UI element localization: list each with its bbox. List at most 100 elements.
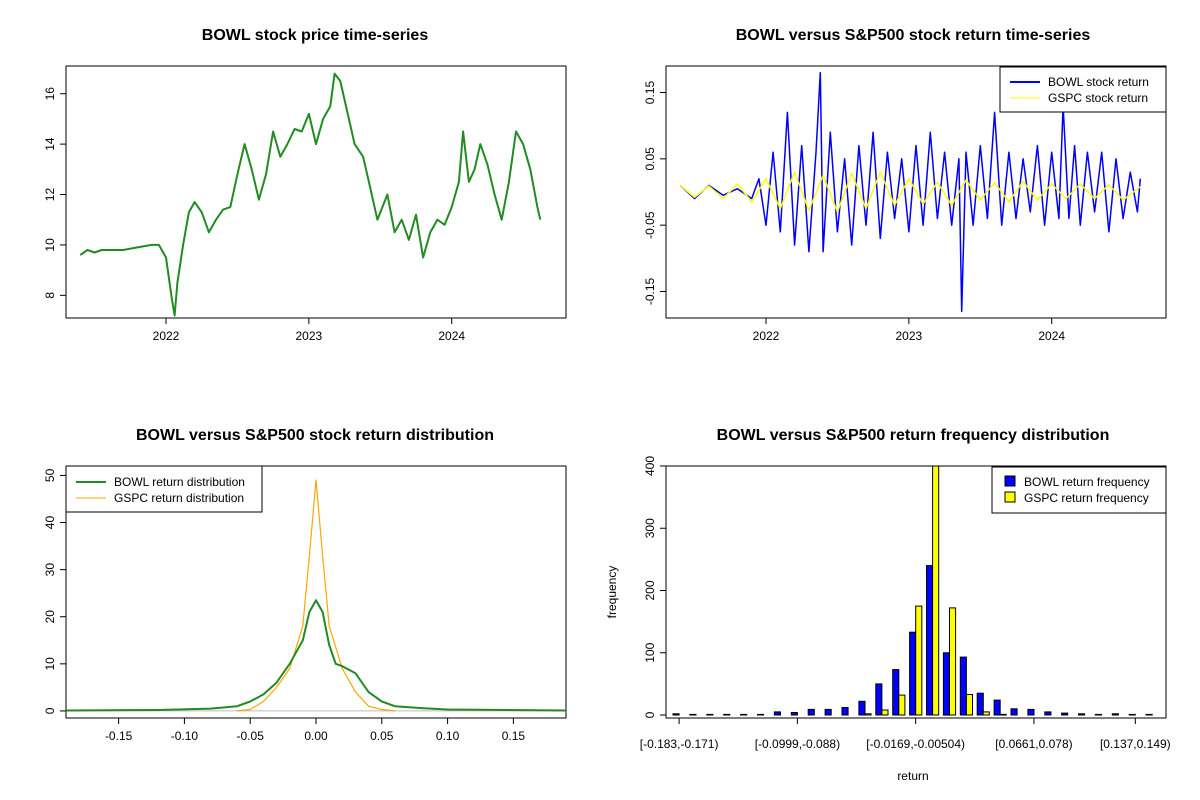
histogram-bar-bowl [976,692,984,716]
histogram-y-axis-label: frequency [605,566,619,619]
returns-line-bowl [679,71,1142,313]
histogram-bar-bowl [706,713,714,716]
histogram-bar-bowl [959,656,967,716]
density-x-tick-label: -0.15 [105,729,133,743]
price-y-tick-label: 16 [43,87,57,101]
histogram-y-tick-label: 0 [643,711,657,718]
histogram-x-axis-label: return [897,769,928,783]
histogram-bar-bowl [689,713,697,716]
histogram-bar-gspc [999,713,1007,716]
histogram-legend-key-bowl [1004,475,1016,487]
density-x-tick-label: 0.10 [436,729,460,743]
histogram-y-tick-label: 100 [643,642,657,662]
histogram-bar-bowl [1010,708,1018,716]
histogram-x-tick-label: [0.0661,0.078) [995,737,1072,751]
returns-legend-box [999,66,1167,113]
density-chart-title: BOWL versus S&P500 stock return distribu… [136,427,494,444]
density-x-tick-label: -0.10 [171,729,199,743]
price-line [79,72,542,317]
histogram-bar-bowl [942,652,951,716]
histogram-legend: BOWL return frequency GSPC return freque… [991,466,1167,514]
histogram-bar-bowl [1145,713,1153,716]
density-legend-label-gspc: GSPC return distribution [114,491,244,505]
histogram-x-tick-label: [-0.0169,-0.00504) [866,737,965,751]
density-line-gspc [237,479,395,712]
histogram-legend-key-gspc [1004,491,1016,503]
histogram-bar-bowl [723,713,731,716]
returns-y-tick-label: -0.05 [643,211,657,239]
returns-legend-label-bowl: BOWL stock return [1048,75,1149,89]
density-x-tick-label: 0.00 [304,729,328,743]
histogram-bar-gspc [965,694,974,716]
density-line-bowl [65,599,567,712]
histogram-bar-bowl [892,669,900,716]
density-x-tick-label: 0.05 [370,729,394,743]
histogram-bar-gspc [915,605,923,716]
density-legend-box [65,465,263,513]
density-y-tick-label: 20 [43,610,57,624]
price-y-tick-label: 10 [43,238,57,252]
histogram-bar-gspc [932,465,940,716]
histogram-y-tick-label: 200 [643,580,657,600]
price-plot-frame [65,65,567,319]
histogram-bar-bowl [909,631,917,716]
histogram-bar-bowl [1027,708,1035,716]
returns-x-tick-label: 2022 [753,329,780,343]
price-x-tick-label: 2024 [438,329,465,343]
density-x-tick-label: 0.15 [502,729,526,743]
returns-y-tick-label: 0.05 [643,147,657,171]
histogram-bar-bowl [1111,713,1119,716]
histogram-x-tick-label: [-0.183,-0.171) [640,737,719,751]
histogram-bar-bowl [757,713,765,716]
histogram-legend-label-bowl: BOWL return frequency [1024,475,1150,489]
histogram-bar-gspc [881,709,889,716]
histogram-x-tick-label: [-0.0999,-0.088) [755,737,840,751]
histogram-bar-bowl [1044,711,1052,716]
histogram-bar-gspc [864,713,872,716]
returns-line-gspc [679,171,1141,213]
density-x-tick-label: -0.05 [237,729,265,743]
density-y-tick-label: 30 [43,563,57,577]
returns-y-tick-label: 0.15 [643,81,657,105]
histogram-bar-bowl [1061,712,1069,716]
histogram-bar-bowl [1128,713,1136,716]
histogram-bar-bowl [740,713,748,716]
histogram-bar-bowl [672,713,680,716]
histogram-bar-bowl [875,683,883,716]
histogram-bar-gspc [898,694,906,716]
histogram-bar-bowl [1094,713,1103,716]
density-y-tick-label: 10 [43,657,57,671]
histogram-y-tick-label: 400 [643,456,657,476]
density-legend: BOWL return distribution GSPC return dis… [65,465,263,513]
histogram-bar-gspc [949,607,957,716]
price-chart-title: BOWL stock price time-series [202,27,429,44]
histogram-bar-bowl [824,708,832,716]
histogram-x-tick-label: [0.137,0.149) [1100,737,1171,751]
histogram-bar-gspc [982,711,990,716]
density-y-tick-label: 40 [43,516,57,530]
histogram-bar-bowl [993,699,1001,716]
histogram-bar-bowl [773,711,782,716]
returns-legend-label-gspc: GSPC stock return [1048,91,1148,105]
histogram-bar-bowl [841,707,849,716]
histogram-legend-label-gspc: GSPC return frequency [1024,491,1149,505]
histogram-legend-box [991,466,1167,514]
returns-chart-title: BOWL versus S&P500 stock return time-ser… [736,27,1091,44]
density-y-tick-label: 50 [43,468,57,482]
returns-x-tick-label: 2023 [896,329,923,343]
returns-plot-frame [665,65,1167,319]
histogram-bar-bowl [807,708,815,716]
histogram-bar-bowl [1078,713,1086,716]
histogram-bar-bowl [790,712,798,716]
returns-x-tick-label: 2024 [1038,329,1065,343]
histogram-y-tick-label: 300 [643,518,657,538]
price-y-tick-label: 14 [43,137,57,151]
histogram-bar-bowl [858,700,866,716]
density-y-tick-label: 0 [43,707,57,714]
returns-y-tick-label: -0.15 [643,277,657,305]
price-x-tick-label: 2022 [153,329,180,343]
histogram-chart-title: BOWL versus S&P500 return frequency dist… [717,427,1110,444]
price-x-tick-label: 2023 [296,329,323,343]
density-legend-label-bowl: BOWL return distribution [114,475,245,489]
